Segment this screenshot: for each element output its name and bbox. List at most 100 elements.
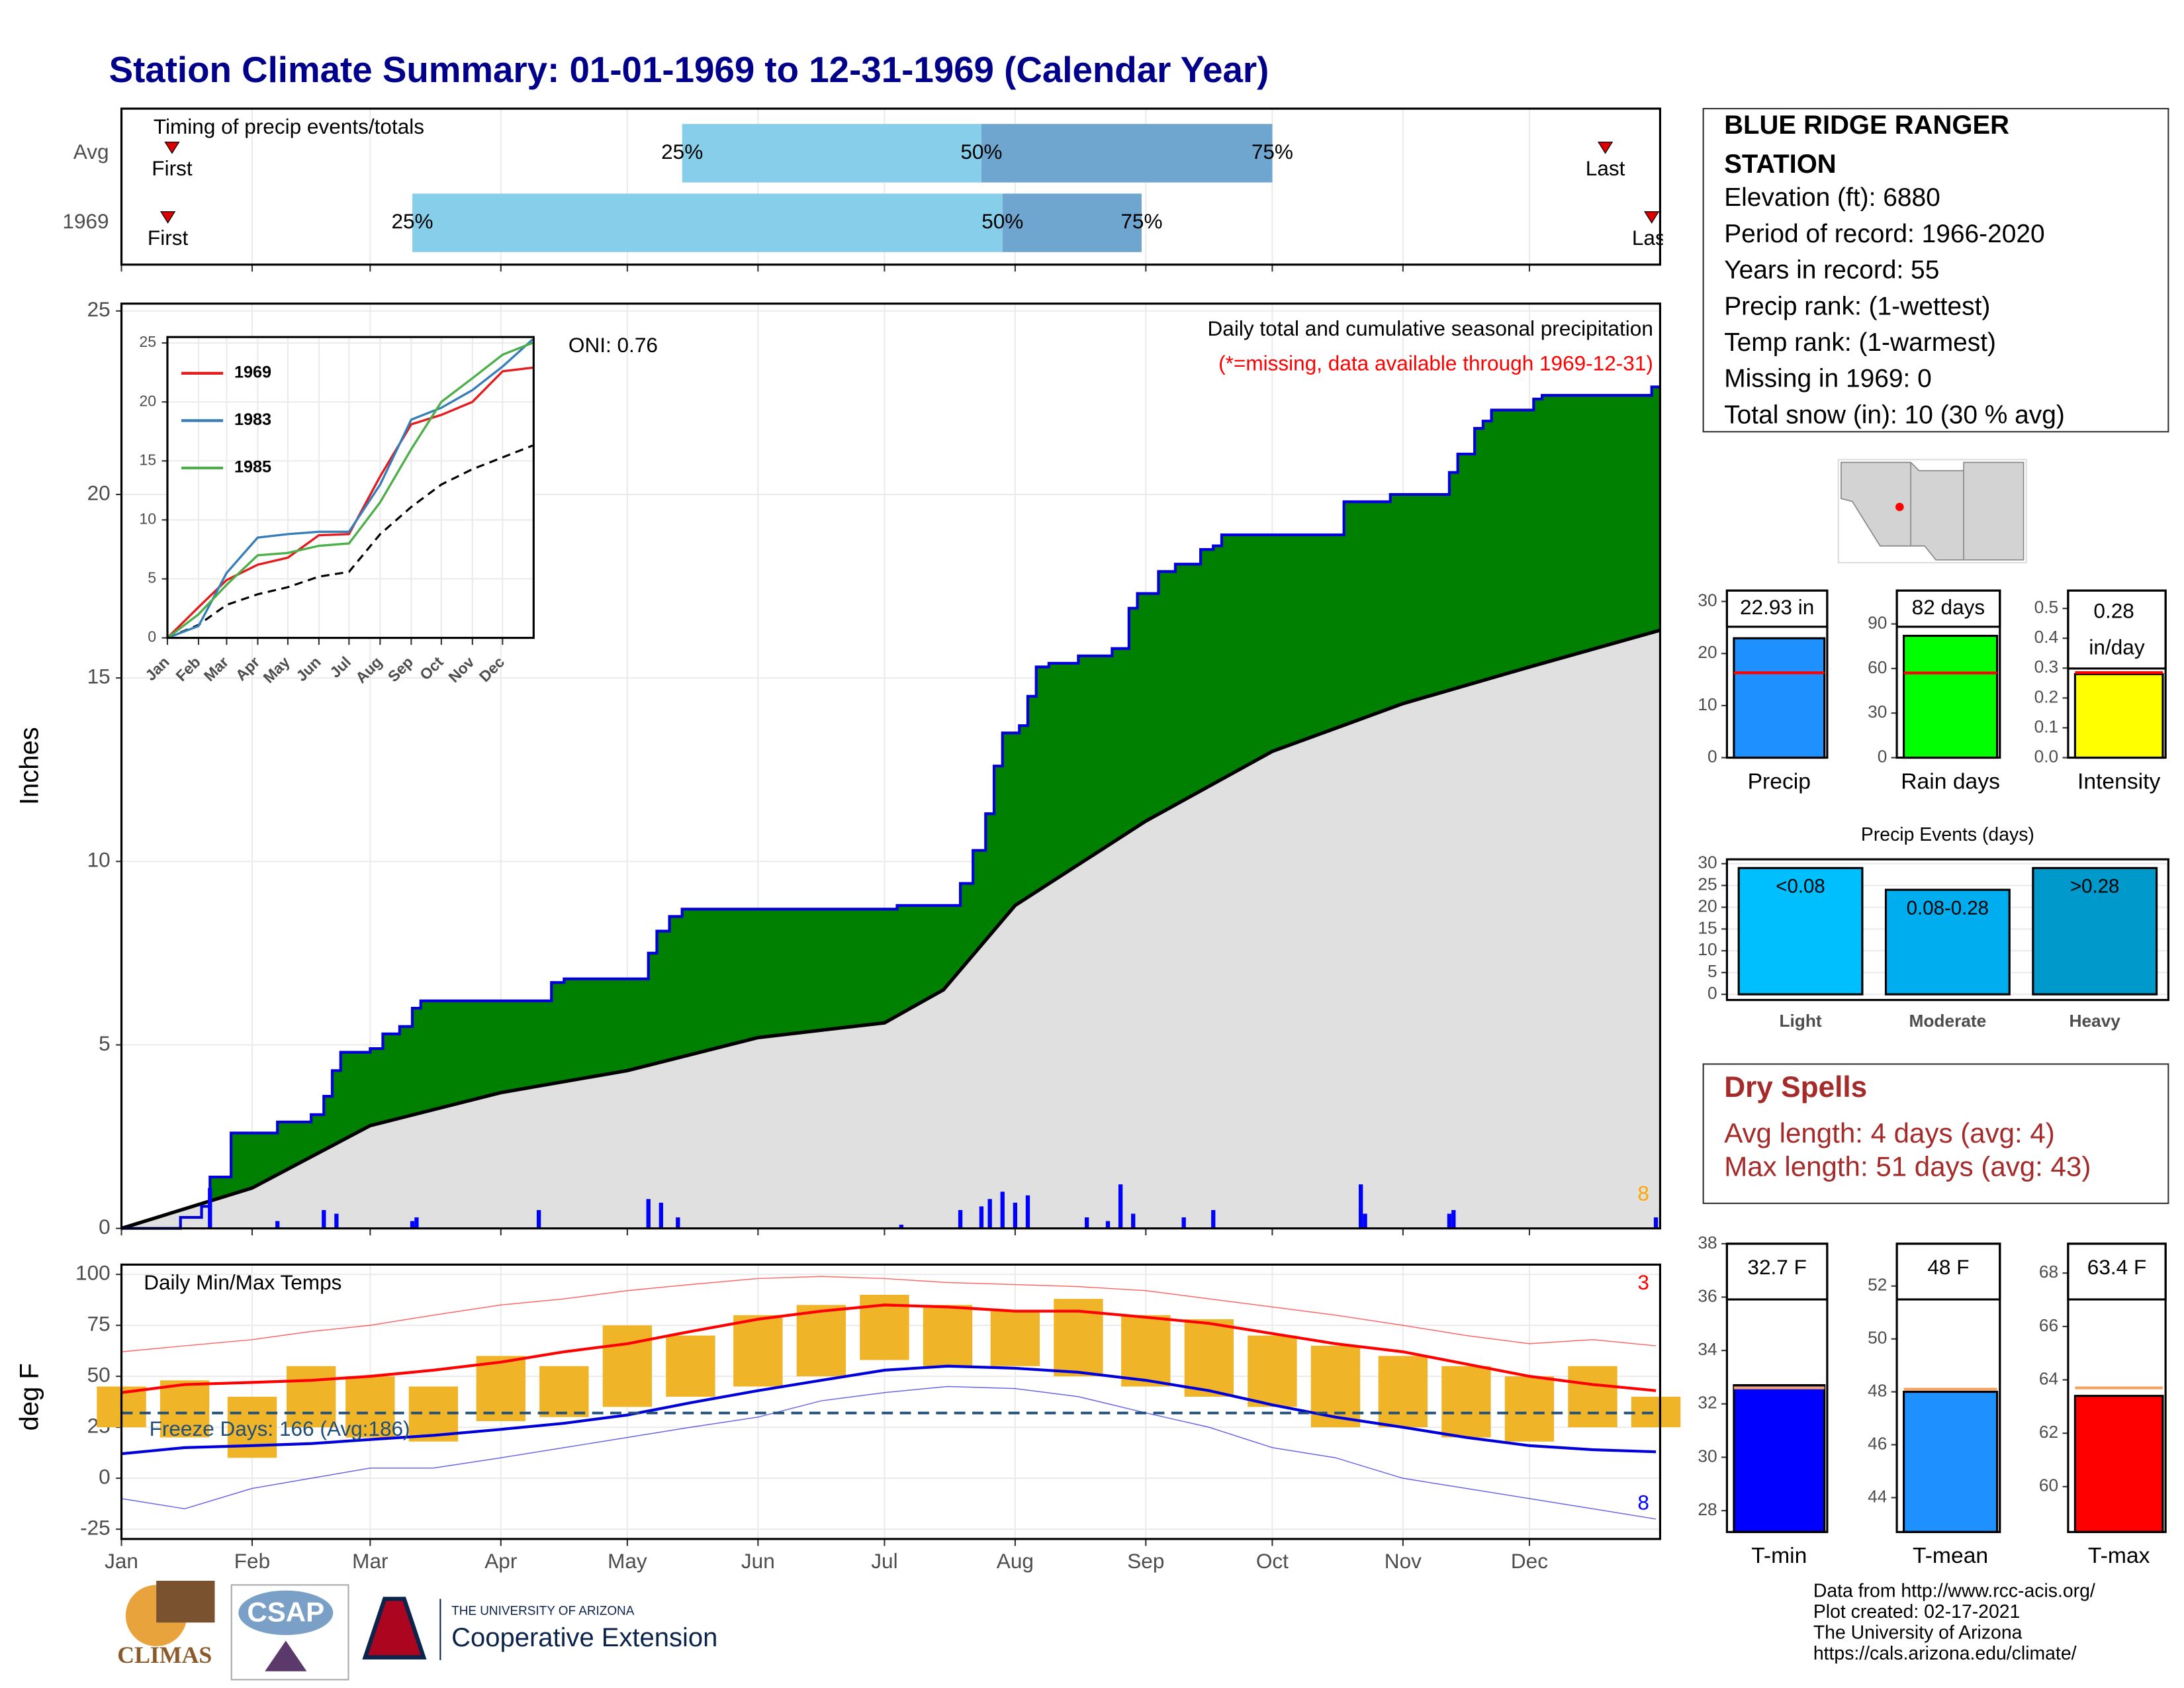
daily-bar [979, 1206, 984, 1229]
extreme-count: 8 [1637, 1182, 1649, 1205]
row-label: Avg [73, 140, 109, 164]
x-tick-label: Mar [201, 653, 232, 684]
y-tick-label: 15 [1698, 917, 1717, 937]
category-label: T-max [2088, 1544, 2150, 1568]
y-tick-label: 90 [1868, 613, 1887, 633]
y-tick-label: -25 [80, 1515, 111, 1539]
temp-range-bar [1248, 1335, 1297, 1407]
temp-range-bar [733, 1315, 783, 1387]
y-tick-label: 15 [139, 451, 156, 468]
daily-bar [659, 1202, 663, 1229]
bar [2073, 673, 2164, 759]
category-label: T-mean [1913, 1544, 1988, 1568]
plot-frame [166, 336, 535, 639]
temp-range-bar [1378, 1356, 1428, 1428]
y-tick-label: 0 [99, 1215, 111, 1239]
y-tick-label: 30 [1698, 590, 1717, 610]
temp-range-bar [1568, 1366, 1617, 1428]
category-label: T-min [1751, 1544, 1807, 1568]
bar [2032, 867, 2158, 996]
y-axis-label: deg F [15, 1363, 44, 1430]
panel-frame [1895, 589, 2001, 759]
y-tick-label: 10 [1698, 694, 1717, 714]
value-label: 22.93 in [1740, 595, 1814, 619]
page-title: Station Climate Summary: 01-01-1969 to 1… [109, 49, 1269, 90]
x-tick-label: Aug [352, 653, 385, 686]
y-tick-label: 0.1 [2034, 716, 2059, 736]
logo-text: Cooperative Extension [451, 1623, 717, 1652]
temp-range-bar [602, 1325, 653, 1407]
y-tick-label: 62 [2039, 1422, 2058, 1442]
y-tick-label: 46 [1868, 1433, 1887, 1453]
daily-bar [676, 1217, 680, 1229]
value-label: 82 days [1912, 595, 1985, 619]
quantile-label: 75% [1120, 209, 1162, 233]
y-tick-label: 5 [99, 1031, 111, 1055]
category-label: Moderate [1909, 1011, 1986, 1031]
average-area [121, 630, 1661, 1229]
x-tick-label: Oct [1256, 1549, 1289, 1573]
bin-label: 0.08-0.28 [1907, 897, 1989, 919]
freeze-label: Freeze Days: 166 (Avg:186) [150, 1417, 410, 1440]
temp-range-bar [476, 1356, 525, 1421]
station-info: Years in record: 55 [1724, 256, 1939, 285]
y-tick-label: 20 [87, 481, 111, 504]
event-marker [1597, 141, 1614, 154]
daily-bar [899, 1225, 904, 1229]
temp-range-bar [923, 1305, 973, 1366]
credit: The University of Arizona [1813, 1622, 2023, 1643]
x-tick-label: Nov [445, 653, 477, 686]
value-label: 0.28 in/day [2089, 599, 2144, 659]
x-tick-label: Mar [352, 1549, 388, 1573]
y-tick-label: 50 [87, 1362, 111, 1386]
value-label: 32.7 F [1747, 1255, 1806, 1279]
x-tick-label: Apr [232, 653, 263, 684]
y-tick-label: 0.2 [2034, 686, 2059, 706]
daily-bar [1447, 1213, 1452, 1229]
row-label: 1969 [62, 209, 109, 233]
temp-range-bar [286, 1366, 336, 1428]
event-label: First [148, 226, 189, 250]
quantile-label: 50% [981, 209, 1023, 233]
daily-bar [334, 1213, 339, 1229]
daily-bar [1181, 1217, 1186, 1229]
y-tick-label: 5 [1707, 961, 1717, 981]
daily-bar [1118, 1184, 1123, 1229]
y-tick-label: 0 [1707, 983, 1717, 1003]
x-tick-label: Aug [997, 1549, 1034, 1573]
daily-bar [1211, 1209, 1216, 1229]
temp-range-bar [1184, 1319, 1234, 1397]
panel-frame [1725, 858, 2169, 1002]
plot-frame [120, 107, 1661, 266]
daily-bar [414, 1217, 419, 1229]
y-tick-label: 5 [148, 569, 156, 586]
daily-bar [1000, 1192, 1005, 1229]
x-tick-label: Feb [172, 653, 203, 684]
category-label: Precip [1748, 769, 1811, 794]
record-high-line [121, 1276, 1657, 1352]
bar [2073, 1395, 2164, 1533]
temp-range-bar [666, 1335, 715, 1397]
y-tick-label: 20 [1698, 896, 1717, 915]
chart-title: Daily total and cumulative seasonal prec… [1208, 316, 1653, 340]
event-label: First [152, 156, 193, 180]
y-tick-label: 30 [1698, 1446, 1717, 1466]
daily-bar [1025, 1195, 1030, 1229]
panel-frame [1895, 1243, 2001, 1533]
panel-frame [1725, 1243, 1829, 1533]
category-label: Rain days [1901, 769, 2000, 794]
x-tick-label: Jan [105, 1549, 138, 1573]
daily-bar [1105, 1221, 1111, 1229]
panel-frame [1725, 589, 1829, 759]
chart-title: Daily Min/Max Temps [144, 1270, 341, 1294]
category-label: Heavy [2069, 1011, 2120, 1031]
daily-bar [1085, 1217, 1089, 1229]
quantile-label: 50% [960, 140, 1002, 164]
bin-label: <0.08 [1776, 876, 1825, 898]
y-tick-label: 20 [1698, 642, 1717, 662]
category-label: Light [1779, 1011, 1821, 1031]
y-tick-label: 68 [2039, 1262, 2058, 1282]
quantile-bar [682, 124, 981, 183]
temp-range-bar [1631, 1396, 1681, 1428]
